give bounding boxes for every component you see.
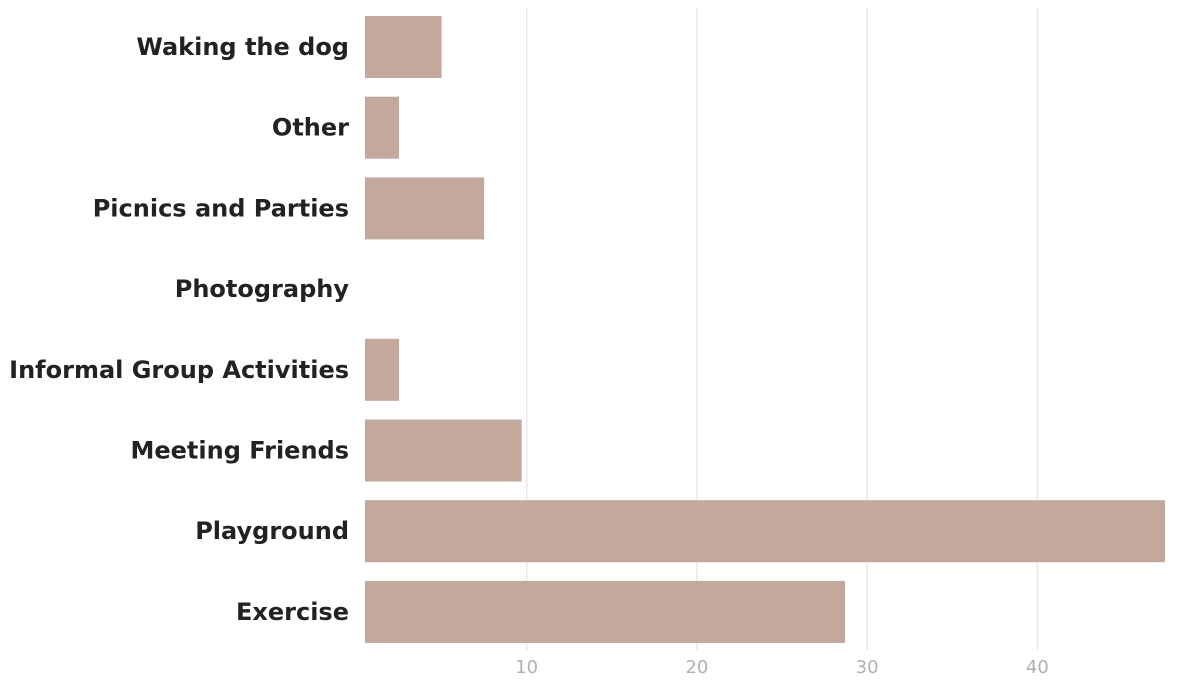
category-label: Exercise (236, 598, 349, 626)
category-label: Waking the dog (136, 33, 349, 61)
category-label: Photography (175, 275, 350, 303)
bar-picnics-and-parties (365, 177, 485, 240)
x-tick-label: 40 (1026, 657, 1049, 678)
bar-other (365, 96, 400, 159)
bar-playground (365, 500, 1165, 563)
category-labels: Waking the dog Other Picnics and Parties Ph… (9, 33, 349, 626)
category-label: Playground (195, 517, 349, 545)
bar-informal-group-activities (365, 338, 400, 401)
category-label: Picnics and Parties (93, 194, 349, 222)
x-tick-label: 10 (515, 657, 538, 678)
bar-meeting-friends (365, 419, 522, 482)
bar-layer (365, 16, 1165, 643)
x-tick-label: 30 (856, 657, 879, 678)
category-label: Informal Group Activities (9, 356, 349, 384)
category-label: Meeting Friends (130, 437, 349, 465)
x-tick-label: 20 (685, 657, 708, 678)
category-label: Other (272, 114, 349, 142)
bar-waking-the-dog (365, 16, 442, 78)
bar-exercise (365, 580, 845, 643)
x-axis-tick-labels: 10 20 30 40 (515, 657, 1049, 678)
